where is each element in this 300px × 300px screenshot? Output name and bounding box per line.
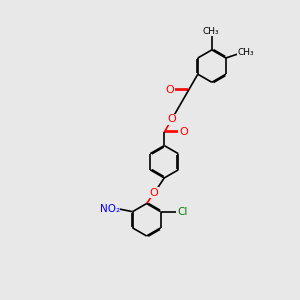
Text: CH₃: CH₃ <box>237 48 254 57</box>
Text: O: O <box>166 85 174 95</box>
Text: O: O <box>179 127 188 137</box>
Text: O: O <box>167 114 176 124</box>
Text: O: O <box>150 188 158 198</box>
Text: NO₂: NO₂ <box>100 204 120 214</box>
Text: Cl: Cl <box>177 207 187 217</box>
Text: CH₃: CH₃ <box>202 27 219 36</box>
